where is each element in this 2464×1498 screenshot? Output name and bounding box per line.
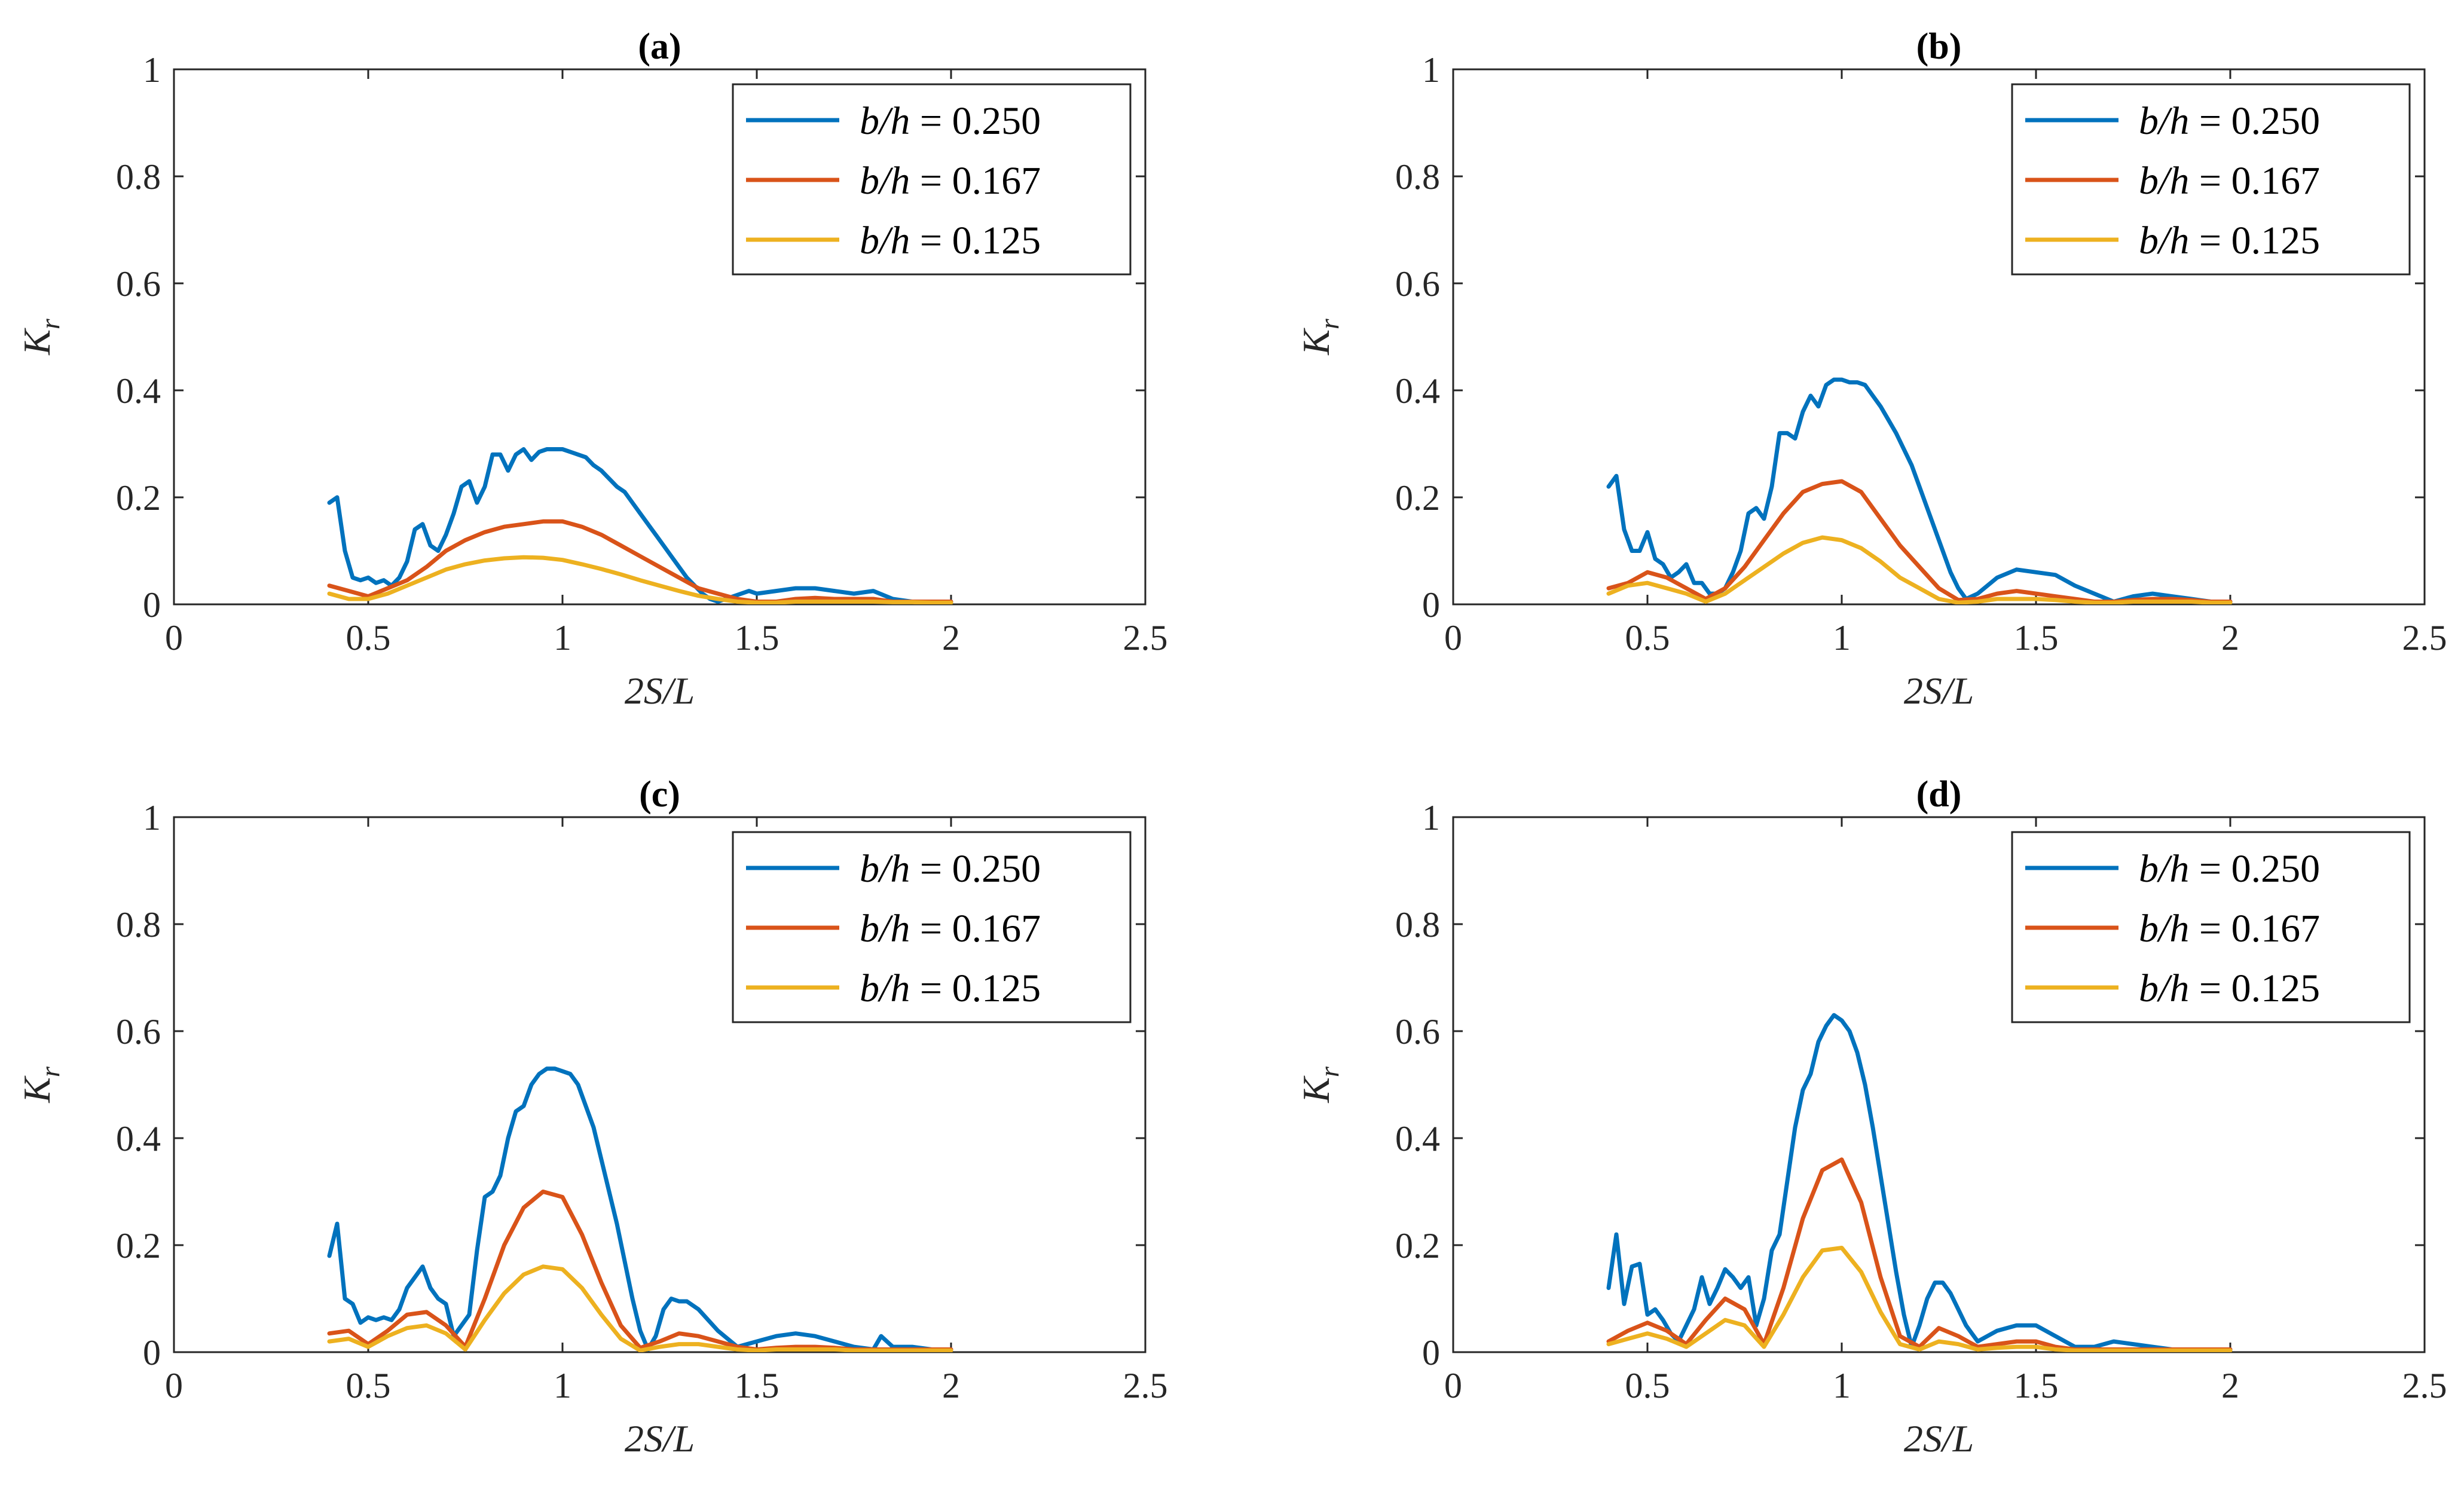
legend-label-3: b/h = 0.125 [860, 967, 1041, 1010]
y-tick-label: 1 [143, 798, 161, 837]
y-tick-label: 0.6 [1395, 1012, 1440, 1051]
legend-label-1: b/h = 0.250 [860, 847, 1041, 891]
x-tick-label: 2 [2221, 618, 2239, 658]
x-tick-label: 1.5 [2014, 618, 2059, 658]
series-line-3 [1606, 1246, 2233, 1352]
legend: b/h = 0.250 b/h = 0.167 b/h = 0.125 [732, 83, 1132, 276]
series-line-1 [1606, 1013, 2233, 1352]
x-tick-label: 0.5 [1625, 1366, 1670, 1405]
chart-title: (d) [1916, 774, 1962, 815]
y-tick-label: 0 [1422, 1333, 1440, 1372]
x-axis-label: 2S/L [1904, 669, 1974, 712]
y-axis-label: Kr [16, 1066, 65, 1103]
y-tick-label: 0.4 [1395, 371, 1440, 411]
y-tick-label: 1 [1422, 798, 1440, 837]
y-axis-label: Kr [1295, 318, 1344, 356]
y-tick-label: 0.4 [116, 371, 161, 411]
legend-label-2: b/h = 0.167 [2139, 159, 2320, 203]
y-tick-label: 0.8 [1395, 905, 1440, 944]
chart-title: (c) [639, 774, 680, 815]
y-tick-label: 0.4 [116, 1119, 161, 1158]
legend-label-3: b/h = 0.125 [2139, 967, 2320, 1010]
legend-label-2: b/h = 0.167 [860, 907, 1041, 950]
x-tick-label: 0.5 [346, 1366, 391, 1405]
x-axis-label: 2S/L [625, 669, 695, 712]
x-tick-label: 0.5 [346, 618, 391, 658]
y-tick-label: 0.4 [1395, 1119, 1440, 1158]
series-line-2 [327, 519, 953, 604]
y-tick-label: 0 [1422, 585, 1440, 625]
legend: b/h = 0.250 b/h = 0.167 b/h = 0.125 [2011, 831, 2411, 1023]
y-tick-label: 0.6 [1395, 264, 1440, 304]
y-tick-label: 0.6 [116, 1012, 161, 1051]
x-tick-label: 0.5 [1625, 618, 1670, 658]
x-tick-label: 0 [165, 618, 183, 658]
chart-title: (a) [638, 26, 681, 67]
series-line-3 [1606, 535, 2233, 604]
x-tick-label: 0 [165, 1366, 183, 1405]
y-tick-label: 0.2 [1395, 478, 1440, 518]
legend-label-2: b/h = 0.167 [2139, 907, 2320, 950]
legend-label-3: b/h = 0.125 [860, 219, 1041, 262]
legend-label-1: b/h = 0.250 [2139, 99, 2320, 143]
x-tick-label: 2 [2221, 1366, 2239, 1405]
legend-label-2: b/h = 0.167 [860, 159, 1041, 203]
series-line-1 [327, 447, 953, 604]
chart-panel-d: 0 0.5 1 1.5 2 2.5 0 0.2 0.4 0.6 0.8 1 (d) 2S/L Kr b/h =… [1295, 774, 2447, 1460]
y-axis-label: Kr [16, 318, 65, 356]
y-tick-label: 0.8 [116, 157, 161, 197]
x-tick-label: 2.5 [1123, 1366, 1168, 1405]
y-tick-label: 1 [143, 50, 161, 90]
x-tick-label: 1 [1833, 1366, 1851, 1405]
x-tick-label: 1 [554, 618, 571, 658]
y-tick-label: 0.2 [116, 1226, 161, 1265]
series-line-3 [327, 1264, 953, 1352]
x-tick-label: 2 [942, 618, 960, 658]
y-tick-label: 0.8 [116, 905, 161, 944]
x-tick-label: 1.5 [735, 618, 779, 658]
y-tick-label: 0 [143, 1333, 161, 1372]
chart-panel-b: 0 0.5 1 1.5 2 2.5 0 0.2 0.4 0.6 0.8 1 (b) 2S/L Kr b/h =… [1295, 26, 2447, 712]
x-tick-label: 2 [942, 1366, 960, 1405]
x-axis-label: 2S/L [625, 1417, 695, 1460]
chart-title: (b) [1916, 26, 1962, 67]
legend-label-1: b/h = 0.250 [860, 99, 1041, 143]
legend: b/h = 0.250 b/h = 0.167 b/h = 0.125 [2011, 83, 2411, 276]
x-tick-label: 1 [554, 1366, 571, 1405]
x-tick-label: 1.5 [735, 1366, 779, 1405]
y-tick-label: 1 [1422, 50, 1440, 90]
series-line-1 [1606, 377, 2233, 604]
x-tick-label: 2.5 [2402, 618, 2447, 658]
x-tick-label: 0 [1444, 618, 1462, 658]
x-tick-label: 2.5 [1123, 618, 1168, 658]
x-tick-label: 0 [1444, 1366, 1462, 1405]
chart-panel-c: 0 0.5 1 1.5 2 2.5 0 0.2 0.4 0.6 0.8 1 (c) 2S/L Kr b/h =… [16, 774, 1168, 1460]
y-tick-label: 0.2 [1395, 1226, 1440, 1265]
chart-panel-a: 0 0.5 1 1.5 2 2.5 0 0.2 0.4 0.6 0.8 1 (a) 2S/L Kr b/h =… [16, 26, 1168, 712]
series-line-1 [327, 1066, 953, 1352]
series-line-3 [327, 555, 953, 604]
legend-label-3: b/h = 0.125 [2139, 219, 2320, 262]
y-axis-label: Kr [1295, 1066, 1344, 1103]
x-tick-label: 2.5 [2402, 1366, 2447, 1405]
y-tick-label: 0 [143, 585, 161, 625]
y-tick-label: 0.8 [1395, 157, 1440, 197]
x-tick-label: 1 [1833, 618, 1851, 658]
x-tick-label: 1.5 [2014, 1366, 2059, 1405]
y-tick-label: 0.2 [116, 478, 161, 518]
y-tick-label: 0.6 [116, 264, 161, 304]
legend: b/h = 0.250 b/h = 0.167 b/h = 0.125 [732, 831, 1132, 1023]
legend-label-1: b/h = 0.250 [2139, 847, 2320, 891]
x-axis-label: 2S/L [1904, 1417, 1974, 1460]
